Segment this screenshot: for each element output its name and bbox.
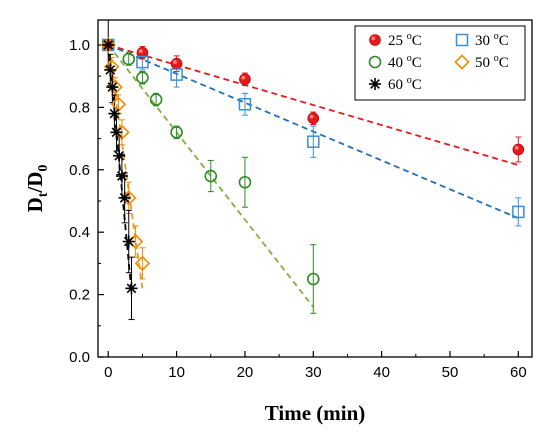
data-point	[108, 107, 121, 120]
y-axis-title-base: D	[23, 197, 47, 212]
error-bar	[310, 125, 317, 158]
legend-item: 60 oC	[368, 75, 422, 93]
data-markers	[100, 37, 525, 295]
data-point	[134, 255, 151, 272]
data-point	[136, 71, 149, 85]
data-point	[100, 37, 116, 53]
x-tick-label: 60	[510, 364, 527, 381]
data-point	[102, 38, 115, 52]
error-bar	[241, 92, 248, 116]
error-bar	[310, 244, 317, 314]
data-point	[136, 46, 149, 59]
legend-item: 30 oC	[455, 31, 509, 49]
data-point	[238, 98, 252, 111]
x-tick-label: 20	[237, 364, 254, 381]
y-axis-title-sub2: 0	[36, 165, 51, 172]
y-axis-title-sub1: t	[36, 192, 51, 197]
plot-frame	[97, 19, 533, 358]
legend-box	[354, 25, 526, 101]
tick-labels: 0 10 20 30 40 50 60 0.0 0.2 0.4 0.6 0.8 1.0	[69, 37, 527, 381]
legend-item: 40 oC	[368, 53, 422, 71]
data-point	[103, 59, 120, 75]
data-point	[170, 126, 183, 139]
data-point	[114, 124, 130, 141]
error-bar	[139, 247, 146, 280]
fit-line-2	[107, 44, 315, 308]
data-point	[238, 175, 252, 189]
legend-label: 40 oC	[388, 53, 422, 71]
x-tick-label: 10	[168, 364, 185, 381]
y-tick-label: 0.0	[69, 349, 90, 366]
data-point	[136, 55, 149, 69]
y-axis-title: Dt/D0	[23, 165, 51, 213]
data-point	[512, 143, 525, 156]
y-tick-label: 0.8	[69, 99, 90, 116]
y-tick-label: 1.0	[69, 37, 90, 54]
data-point	[106, 81, 119, 94]
legend: 25 oC 30 oC 40 oC 50 oC 60 oC	[354, 25, 526, 101]
data-point	[307, 112, 320, 125]
y-tick-label: 0.6	[69, 162, 90, 179]
legend-label: 50 oC	[475, 53, 509, 71]
y-tick-label: 0.2	[69, 287, 90, 304]
x-tick-label: 30	[305, 364, 322, 381]
error-bar	[515, 197, 522, 227]
legend-item: 50 oC	[454, 53, 509, 71]
data-point	[110, 126, 123, 139]
x-axis-title: Time (min)	[265, 401, 366, 425]
x-tick-label: 50	[442, 364, 459, 381]
data-point	[122, 52, 136, 66]
data-point	[122, 235, 135, 248]
data-point	[104, 63, 117, 76]
data-point	[170, 57, 183, 70]
legend-label: 30 oC	[475, 31, 509, 49]
legend-item: 25 oC	[369, 31, 422, 49]
data-point	[239, 73, 251, 86]
data-point	[306, 272, 320, 286]
data-point	[113, 149, 126, 162]
data-point	[170, 68, 183, 81]
error-bar	[207, 159, 214, 193]
y-tick-label: 0.4	[69, 224, 90, 241]
x-tick-label: 0	[104, 364, 112, 381]
data-point	[125, 282, 138, 295]
data-point	[512, 205, 525, 219]
data-point	[149, 93, 163, 106]
y-axis-title-slash: /D	[23, 172, 47, 194]
legend-label: 60 oC	[388, 75, 422, 93]
x-tick-label: 40	[373, 364, 390, 381]
legend-label: 25 oC	[388, 31, 422, 49]
data-point	[307, 135, 320, 148]
data-point	[115, 169, 128, 183]
data-point	[110, 96, 127, 112]
data-point	[118, 191, 131, 204]
data-point	[204, 169, 218, 183]
error-bar	[241, 156, 248, 208]
